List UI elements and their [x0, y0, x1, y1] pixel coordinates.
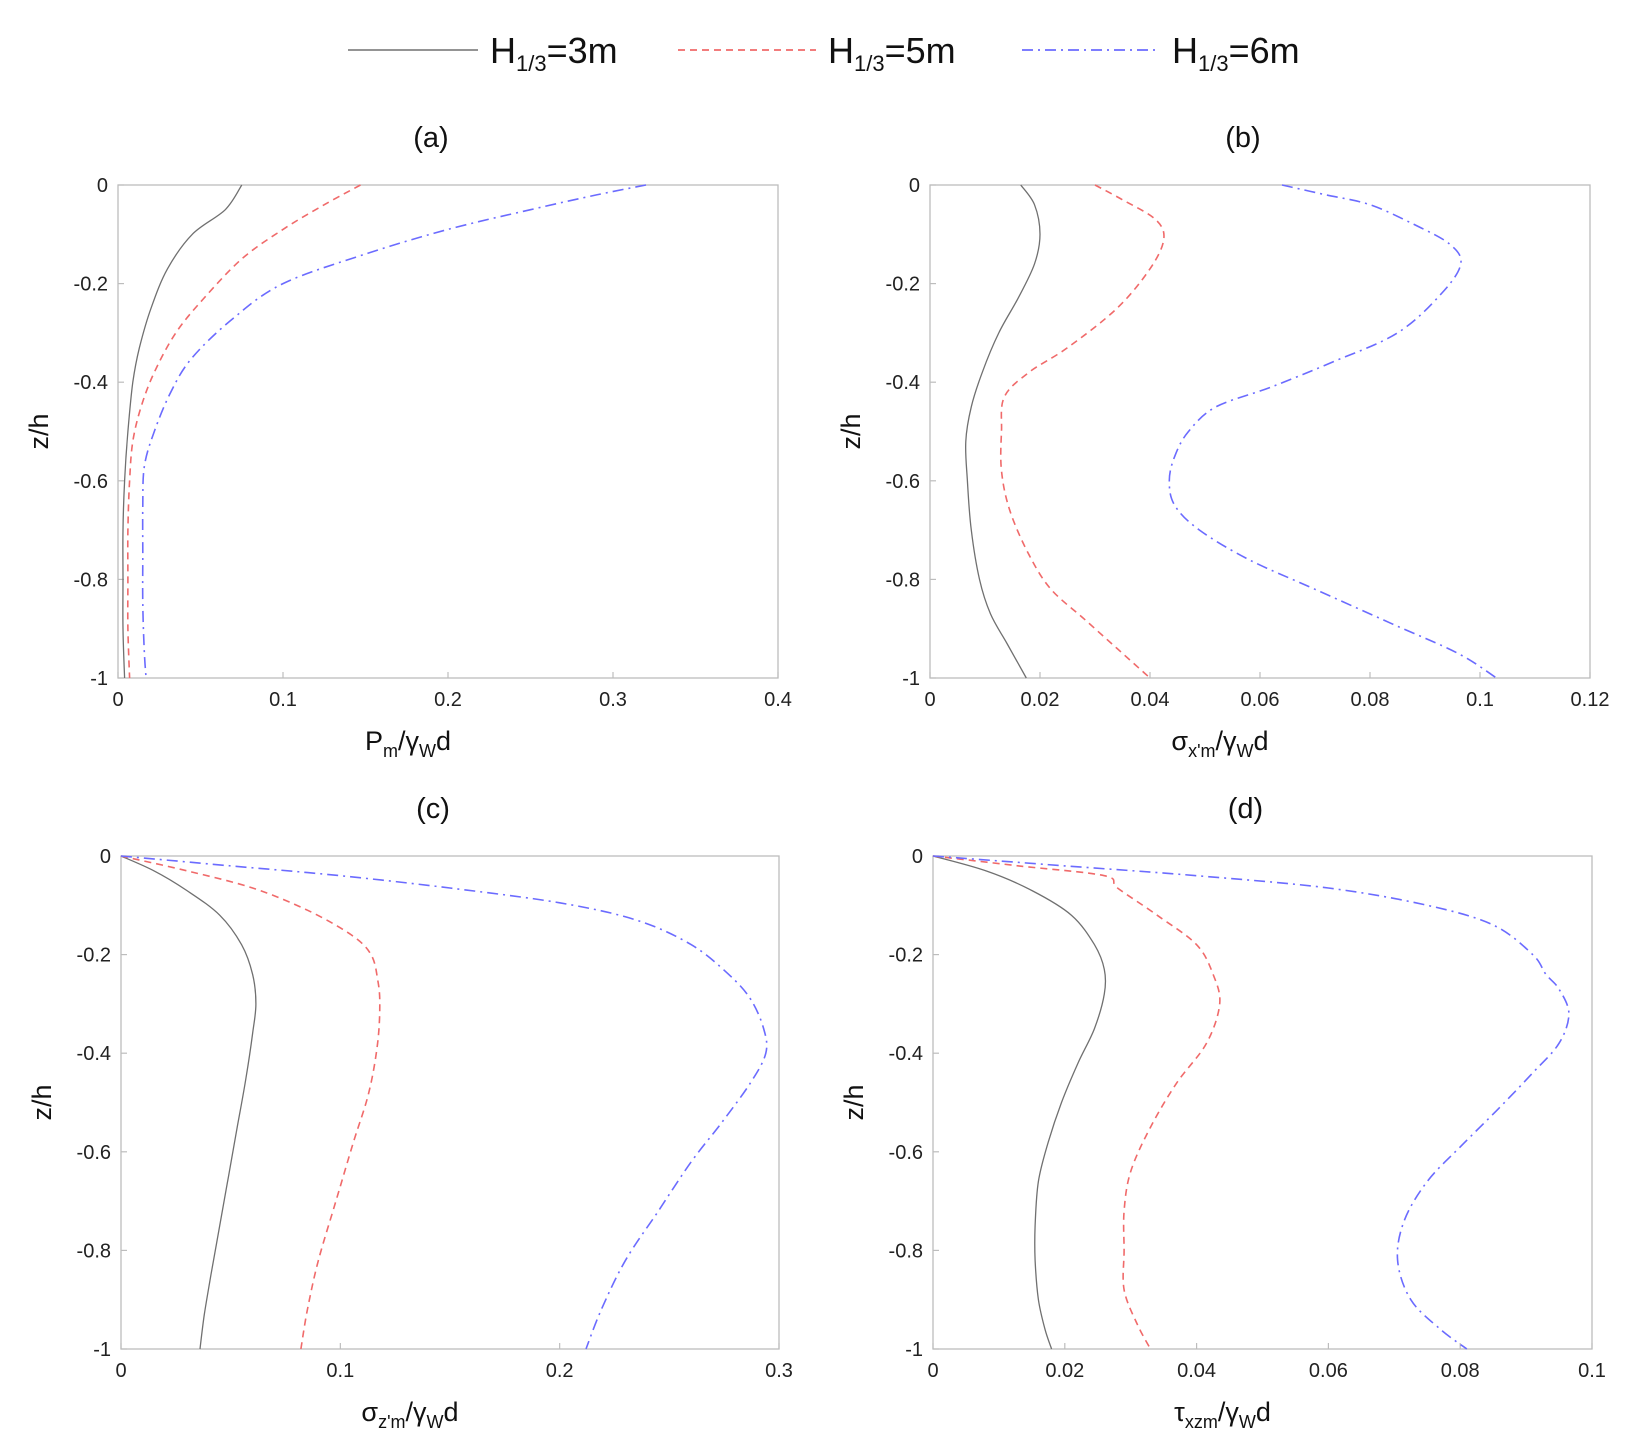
- y-tick-label: -0.6: [889, 1142, 923, 1164]
- x-tick-label: 0: [927, 1360, 938, 1382]
- x-tick-label: 0.08: [1351, 689, 1390, 711]
- x-tick-label: 0.4: [764, 689, 792, 711]
- panels: (a) 0 0.1 0.2 0.3 0.4 0 -0.2 -0.4 -0.6 -0.8 -1 z/h Pm…: [24, 122, 1609, 1432]
- y-tick-label: -0.6: [886, 471, 920, 493]
- y-tick-label: -0.4: [77, 1043, 111, 1065]
- series-line: [932, 855, 1221, 1350]
- chart-panel: (d) 0 0.02 0.04 0.06 0.08 0.1 0 -0.2 -0.4 -0.6 -0.8…: [839, 793, 1606, 1432]
- y-tick-label: 0: [912, 846, 923, 868]
- x-tick-label: 0.1: [1578, 1360, 1606, 1382]
- x-tick-label: 0.04: [1177, 1360, 1216, 1382]
- y-tick-label: 0: [100, 846, 111, 868]
- panel-label: (b): [1225, 122, 1260, 154]
- y-tick-label: -0.4: [886, 372, 920, 394]
- x-tick-label: 0.06: [1241, 689, 1280, 711]
- legend-entry: H1/3=6m: [1022, 30, 1300, 76]
- x-tick-label: 0.04: [1131, 689, 1170, 711]
- series-line: [999, 184, 1165, 679]
- x-tick-label: 0.06: [1309, 1360, 1348, 1382]
- chart-panel: (b) 0 0.02 0.04 0.06 0.08 0.1 0.12 0 -0.2 -0.4 -0.6…: [836, 122, 1609, 761]
- x-tick-label: 0.02: [1021, 689, 1060, 711]
- y-tick-label: 0: [909, 175, 920, 197]
- x-tick-label: 0.08: [1441, 1360, 1480, 1382]
- x-tick-label: 0.02: [1045, 1360, 1084, 1382]
- series-line: [122, 184, 243, 679]
- y-tick-label: -1: [902, 668, 920, 690]
- y-tick-label: -0.2: [886, 274, 920, 296]
- y-tick-label: -1: [905, 1339, 923, 1361]
- legend-label: H1/3=6m: [1172, 30, 1300, 76]
- y-tick-label: -0.6: [77, 1142, 111, 1164]
- y-axis-label: z/h: [839, 1084, 869, 1120]
- y-axis-label: z/h: [836, 413, 866, 449]
- x-axis-label: σx'm/γWd: [1171, 726, 1268, 761]
- y-tick-label: -0.8: [77, 1240, 111, 1262]
- x-tick-label: 0.3: [599, 689, 627, 711]
- legend-entry: H1/3=5m: [678, 30, 956, 76]
- plot-frame: [120, 855, 780, 1350]
- y-axis-label: z/h: [24, 413, 54, 449]
- series-line: [932, 855, 1107, 1350]
- series-line: [120, 855, 381, 1350]
- legend-entry: H1/3=3m: [348, 30, 618, 76]
- x-tick-label: 0.1: [1466, 689, 1494, 711]
- x-tick-label: 0: [112, 689, 123, 711]
- y-axis-label: z/h: [27, 1084, 57, 1120]
- x-axis-label: σz'm/γWd: [361, 1397, 458, 1432]
- x-tick-label: 0.1: [269, 689, 297, 711]
- y-tick-label: -0.4: [889, 1043, 923, 1065]
- y-tick-label: -1: [90, 668, 108, 690]
- legend-label: H1/3=3m: [490, 30, 618, 76]
- chart-panel: (a) 0 0.1 0.2 0.3 0.4 0 -0.2 -0.4 -0.6 -0.8 -1 z/h Pm…: [24, 122, 792, 761]
- chart-panel: (c) 0 0.1 0.2 0.3 0 -0.2 -0.4 -0.6 -0.8 -1 z/h σz'm/…: [27, 793, 793, 1432]
- x-axis-label: τxzm/γWd: [1174, 1397, 1271, 1432]
- x-tick-label: 0.2: [434, 689, 462, 711]
- series-line: [964, 184, 1041, 679]
- y-tick-label: -0.8: [74, 569, 108, 591]
- y-tick-label: 0: [97, 175, 108, 197]
- x-axis-label: Pm/γWd: [365, 726, 451, 761]
- plot-frame: [932, 855, 1593, 1350]
- panel-label: (c): [416, 793, 450, 825]
- series-line: [120, 855, 257, 1350]
- y-tick-label: -0.2: [77, 945, 111, 967]
- y-tick-label: -0.8: [886, 569, 920, 591]
- series-line: [1168, 184, 1497, 679]
- legend: H1/3=3m H1/3=5m H1/3=6m: [348, 30, 1300, 76]
- x-tick-label: 0.2: [546, 1360, 574, 1382]
- panel-label: (a): [413, 122, 448, 154]
- y-tick-label: -0.2: [74, 274, 108, 296]
- plot-frame: [117, 184, 779, 679]
- legend-label: H1/3=5m: [828, 30, 956, 76]
- x-tick-label: 0.3: [765, 1360, 793, 1382]
- plot-frame: [929, 184, 1591, 679]
- series-line: [120, 855, 768, 1350]
- panel-label: (d): [1228, 793, 1263, 825]
- series-line: [126, 184, 361, 679]
- x-tick-label: 0: [924, 689, 935, 711]
- series-line: [141, 184, 647, 679]
- series-line: [932, 855, 1570, 1350]
- x-tick-label: 0.12: [1571, 689, 1610, 711]
- y-tick-label: -0.2: [889, 945, 923, 967]
- y-tick-label: -0.8: [889, 1240, 923, 1262]
- y-tick-label: -0.6: [74, 471, 108, 493]
- x-tick-label: 0: [115, 1360, 126, 1382]
- y-tick-label: -0.4: [74, 372, 108, 394]
- y-tick-label: -1: [93, 1339, 111, 1361]
- x-tick-label: 0.1: [326, 1360, 354, 1382]
